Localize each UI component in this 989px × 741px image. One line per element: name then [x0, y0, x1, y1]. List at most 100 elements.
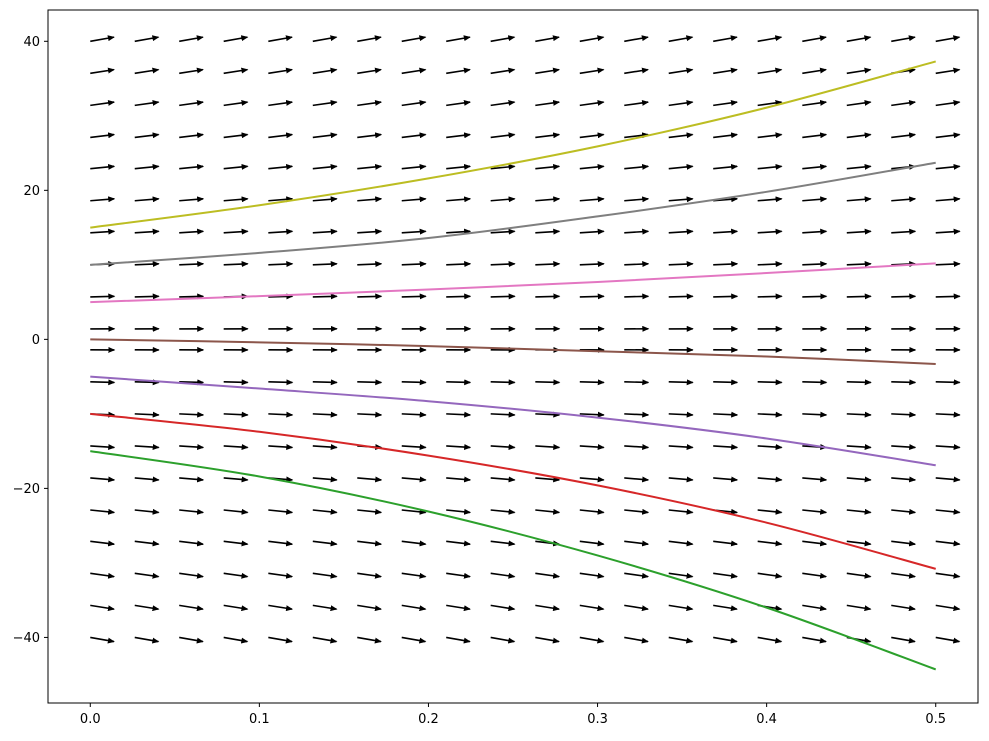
- direction-arrow: [402, 37, 426, 41]
- direction-arrow: [90, 510, 114, 512]
- direction-arrow: [491, 382, 515, 383]
- direction-arrow: [135, 446, 159, 448]
- direction-arrow: [268, 166, 292, 168]
- direction-arrow: [179, 637, 203, 641]
- direction-arrow: [669, 102, 693, 105]
- direction-arrow: [357, 296, 381, 297]
- direction-arrow: [313, 70, 337, 74]
- y-tick-label: −40: [13, 631, 40, 646]
- direction-arrow: [491, 296, 515, 297]
- direction-arrow: [535, 166, 559, 168]
- direction-arrow: [90, 102, 114, 105]
- direction-arrow: [446, 541, 470, 544]
- direction-arrow: [624, 573, 648, 576]
- direction-arrow: [847, 199, 871, 201]
- direction-arrow: [224, 637, 248, 641]
- direction-arrow: [268, 446, 292, 448]
- direction-arrow: [758, 296, 782, 297]
- direction-arrow: [580, 231, 604, 233]
- direction-arrow: [313, 102, 337, 105]
- direction-arrow: [936, 573, 960, 576]
- direction-arrow: [802, 296, 826, 297]
- direction-arrow: [580, 541, 604, 544]
- direction-arrow: [135, 102, 159, 105]
- direction-arrow: [402, 637, 426, 641]
- direction-arrow: [90, 382, 114, 383]
- direction-arrow: [758, 478, 782, 480]
- direction-arrow: [713, 605, 737, 609]
- direction-arrow: [446, 231, 470, 233]
- direction-arrow: [268, 37, 292, 41]
- direction-arrow: [713, 382, 737, 383]
- direction-arrow: [402, 166, 426, 168]
- direction-arrow: [135, 637, 159, 641]
- direction-arrow: [90, 199, 114, 201]
- direction-arrow: [669, 573, 693, 576]
- direction-arrow: [224, 70, 248, 74]
- direction-arrow: [624, 102, 648, 105]
- direction-arrow: [891, 414, 915, 415]
- direction-arrow: [135, 541, 159, 544]
- direction-arrow: [802, 199, 826, 201]
- direction-arrow: [802, 382, 826, 383]
- direction-arrow: [535, 605, 559, 609]
- direction-arrow: [758, 199, 782, 201]
- direction-arrow: [224, 231, 248, 233]
- direction-arrow: [669, 510, 693, 512]
- direction-arrow: [802, 70, 826, 74]
- direction-arrow: [90, 446, 114, 448]
- direction-arrow: [313, 573, 337, 576]
- direction-arrow: [446, 637, 470, 641]
- direction-arrow: [491, 573, 515, 576]
- direction-arrow: [90, 135, 114, 138]
- direction-arrow: [580, 70, 604, 74]
- direction-arrow: [224, 414, 248, 415]
- direction-arrow: [891, 37, 915, 41]
- direction-arrow: [313, 637, 337, 641]
- direction-arrow: [402, 231, 426, 233]
- direction-arrow: [936, 166, 960, 168]
- direction-arrow: [847, 414, 871, 415]
- direction-arrow: [268, 605, 292, 609]
- direction-arrow: [802, 37, 826, 41]
- direction-arrow: [491, 102, 515, 105]
- direction-arrow: [758, 541, 782, 544]
- direction-arrow: [580, 199, 604, 201]
- direction-arrow: [491, 478, 515, 480]
- direction-arrow: [357, 605, 381, 609]
- direction-arrow: [179, 37, 203, 41]
- direction-arrow: [224, 541, 248, 544]
- direction-arrow: [313, 166, 337, 168]
- direction-arrow: [669, 135, 693, 138]
- x-tick-label: 0.5: [925, 712, 946, 727]
- direction-arrow: [936, 510, 960, 512]
- direction-arrow: [357, 37, 381, 41]
- direction-arrow: [580, 166, 604, 168]
- direction-arrow: [446, 446, 470, 448]
- direction-arrow: [847, 166, 871, 168]
- direction-arrow: [936, 135, 960, 138]
- direction-arrow: [713, 70, 737, 74]
- direction-arrow: [446, 296, 470, 297]
- direction-arrow: [224, 382, 248, 383]
- direction-arrow: [268, 102, 292, 105]
- direction-arrow: [357, 70, 381, 74]
- direction-arrow: [224, 166, 248, 168]
- direction-arrow: [135, 199, 159, 201]
- direction-arrow: [491, 605, 515, 609]
- direction-arrow: [313, 446, 337, 448]
- direction-arrow: [179, 296, 203, 297]
- direction-arrow: [446, 70, 470, 74]
- direction-arrow: [357, 510, 381, 512]
- direction-arrow: [802, 414, 826, 415]
- direction-arrow: [179, 446, 203, 448]
- direction-arrow: [224, 102, 248, 105]
- direction-arrow: [624, 605, 648, 609]
- direction-arrow: [224, 510, 248, 512]
- direction-arrow: [624, 37, 648, 41]
- direction-arrow: [713, 541, 737, 544]
- direction-arrow: [491, 199, 515, 201]
- direction-arrow: [90, 605, 114, 609]
- direction-arrow: [90, 478, 114, 480]
